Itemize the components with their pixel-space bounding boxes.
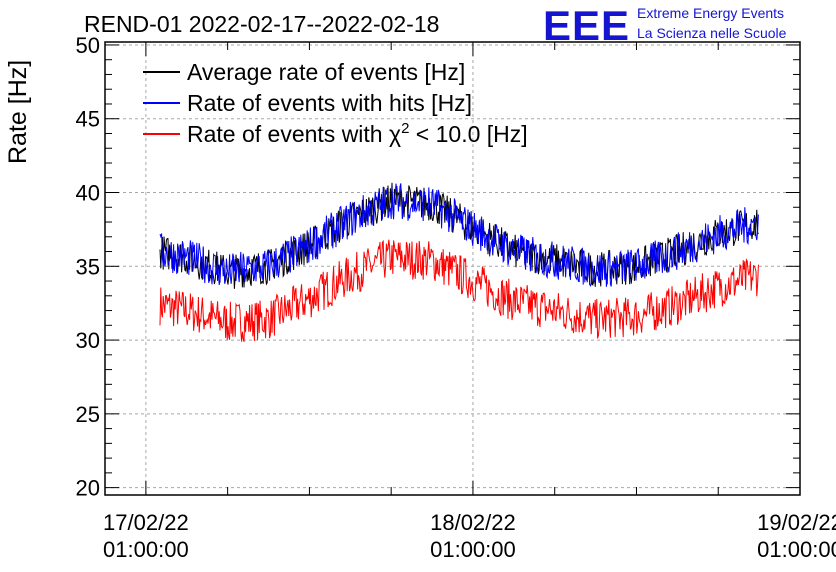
x-tick-labels: 17/02/2201:00:0018/02/2201:00:0019/02/22…: [103, 510, 836, 562]
y-tick-label: 25: [76, 402, 100, 427]
y-tick-labels: 20 25 30 35 40 45 50: [76, 33, 100, 501]
x-tick-time: 01:00:00: [430, 537, 516, 562]
plot-frame: [104, 41, 801, 496]
y-tick-label: 30: [76, 328, 100, 353]
series-line-chi2: [159, 239, 759, 342]
logo-mark: EEE: [543, 2, 630, 49]
x-tick-time: 01:00:00: [757, 537, 836, 562]
legend-label-average: Average rate of events [Hz]: [187, 59, 465, 85]
y-tick-label: 40: [76, 181, 100, 206]
axes: [104, 41, 801, 496]
legend-label-hits: Rate of events with hits [Hz]: [187, 90, 472, 116]
legend: Average rate of events [Hz] Rate of even…: [143, 59, 528, 147]
series-lines: [159, 182, 759, 342]
y-tick-label: 50: [76, 33, 100, 58]
y-tick-label: 45: [76, 107, 100, 132]
logo-line-1: Extreme Energy Events: [637, 5, 784, 21]
y-axis-label: Rate [Hz]: [4, 60, 32, 164]
series-line-hits: [159, 183, 759, 288]
chart-title: REND-01 2022-02-17--2022-02-18: [84, 11, 439, 37]
y-tick-label: 20: [76, 476, 100, 501]
legend-label-chi2: Rate of events with χ2 < 10.0 [Hz]: [187, 120, 528, 147]
eee-logo: EEE Extreme Energy Events La Scienza nel…: [543, 2, 787, 49]
logo-line-2: La Scienza nelle Scuole: [637, 25, 787, 41]
x-tick-date: 17/02/22: [103, 510, 189, 535]
x-tick-date: 19/02/22: [757, 510, 836, 535]
y-tick-label: 35: [76, 254, 100, 279]
x-tick-date: 18/02/22: [430, 510, 516, 535]
x-tick-time: 01:00:00: [103, 537, 189, 562]
